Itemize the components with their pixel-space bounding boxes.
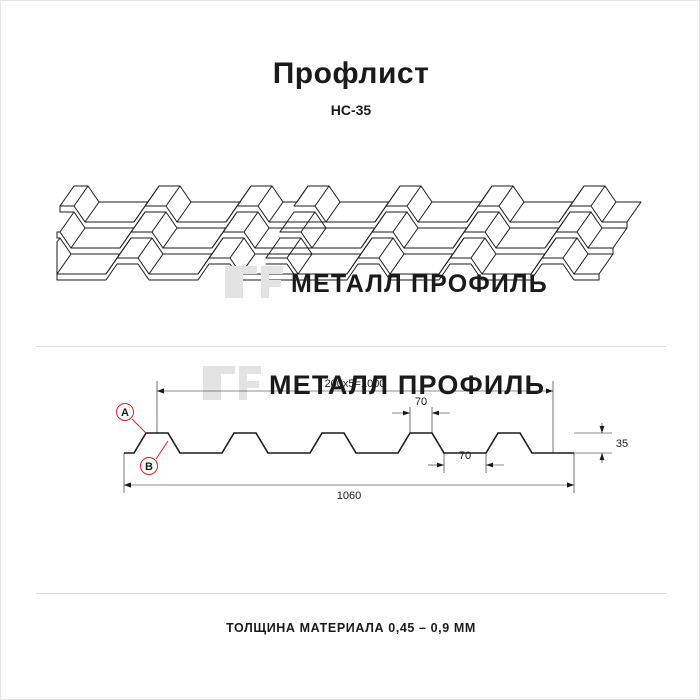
dim-rib-bottom: 70: [459, 450, 471, 462]
dim-height: 35: [616, 438, 628, 450]
divider-top: [36, 346, 666, 347]
dim-pitch-total: 200х5=1000: [325, 378, 386, 390]
divider-bottom: [36, 593, 666, 594]
dim-overall-width: 1060: [337, 490, 361, 502]
callout-a-label: A: [121, 407, 129, 419]
product-model: НС-35: [330, 102, 372, 118]
callout-b-label: B: [145, 461, 153, 473]
page-title: Профлист: [272, 57, 430, 90]
thickness-note: ТОЛЩИНА МАТЕРИАЛА 0,45 – 0,9 ММ: [226, 621, 476, 635]
section-profile-svg: 200х5=1000 70 70 1060 35 A B: [116, 378, 628, 502]
isometric-profile-svg: [56, 185, 642, 281]
dim-rib-top: 70: [415, 396, 427, 408]
isometric-view: [56, 176, 646, 316]
section-dimension-view: 200х5=1000 70 70 1060 35 A B: [56, 361, 656, 521]
